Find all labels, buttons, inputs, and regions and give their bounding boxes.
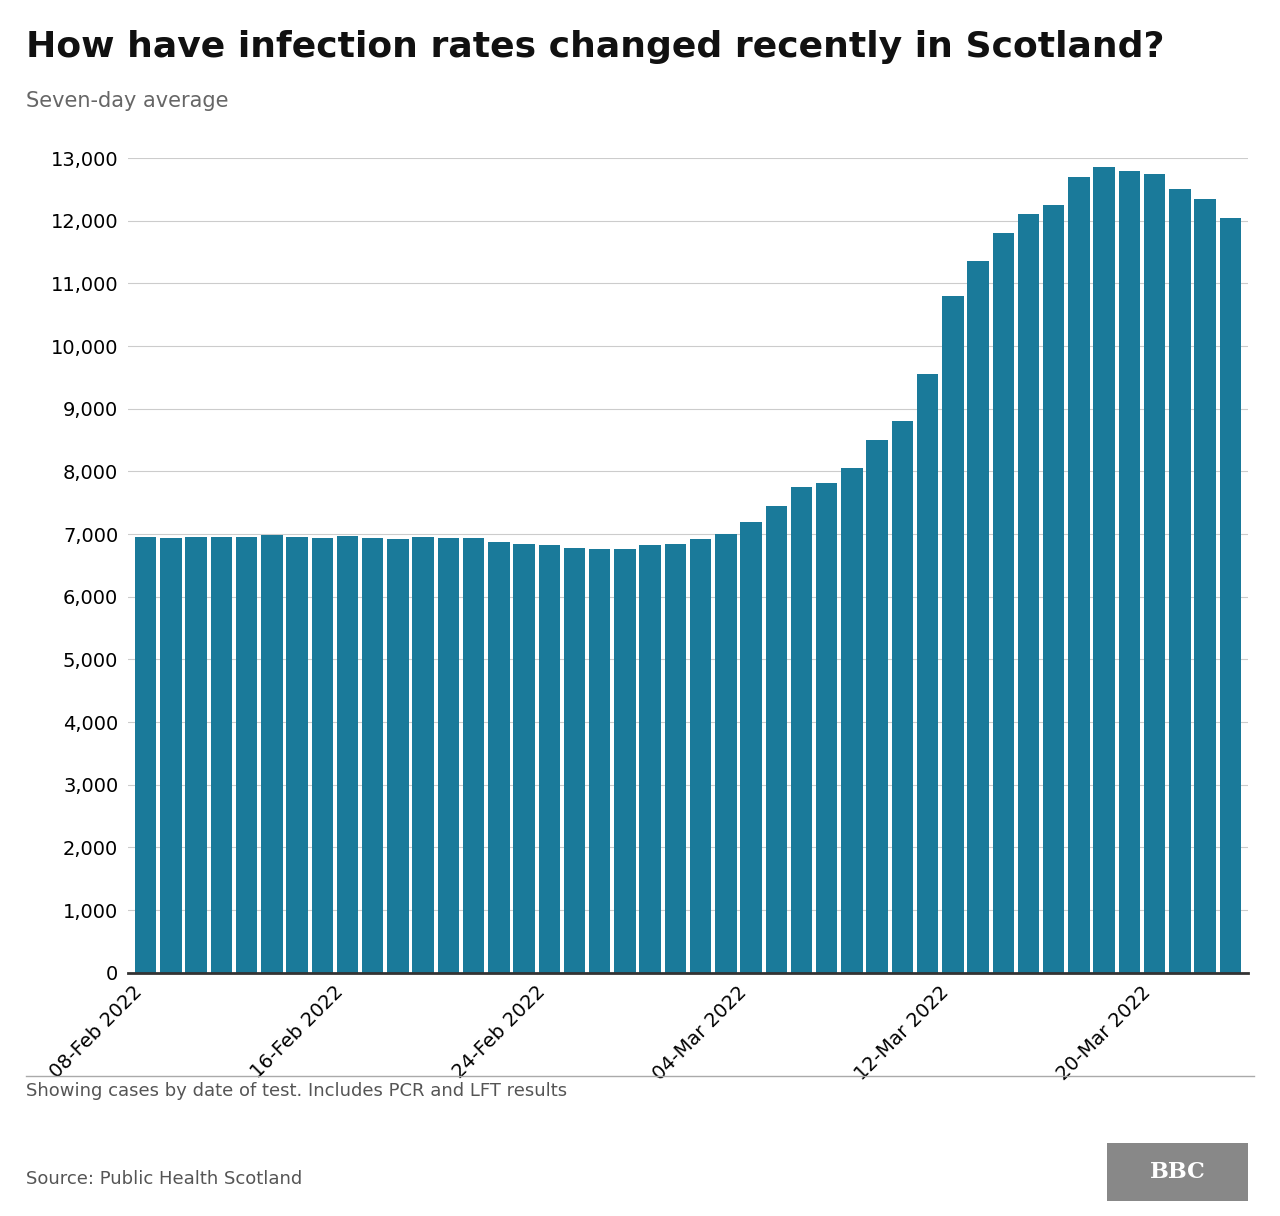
- Bar: [1119, 170, 1140, 973]
- Bar: [765, 506, 787, 973]
- Bar: [1220, 218, 1242, 973]
- Bar: [791, 488, 813, 973]
- Bar: [1144, 174, 1165, 973]
- Bar: [664, 544, 686, 973]
- Bar: [589, 550, 611, 973]
- Bar: [261, 535, 283, 973]
- Bar: [817, 483, 837, 973]
- Bar: [992, 233, 1014, 973]
- Text: How have infection rates changed recently in Scotland?: How have infection rates changed recentl…: [26, 30, 1164, 64]
- Bar: [337, 536, 358, 973]
- Bar: [841, 468, 863, 973]
- Bar: [311, 537, 333, 973]
- Bar: [640, 546, 660, 973]
- Bar: [539, 546, 559, 973]
- Bar: [916, 375, 938, 973]
- Bar: [438, 537, 460, 973]
- Bar: [362, 539, 384, 973]
- Bar: [968, 261, 989, 973]
- Bar: [488, 541, 509, 973]
- Text: Source: Public Health Scotland: Source: Public Health Scotland: [26, 1170, 302, 1188]
- Bar: [942, 295, 964, 973]
- Text: Showing cases by date of test. Includes PCR and LFT results: Showing cases by date of test. Includes …: [26, 1082, 567, 1100]
- Bar: [463, 539, 484, 973]
- Bar: [134, 537, 156, 973]
- Bar: [513, 544, 535, 973]
- Bar: [892, 421, 913, 973]
- Bar: [867, 440, 888, 973]
- Bar: [563, 548, 585, 973]
- Bar: [690, 539, 712, 973]
- Text: BBC: BBC: [1149, 1161, 1206, 1183]
- Bar: [236, 536, 257, 973]
- Bar: [160, 539, 182, 973]
- Bar: [211, 537, 232, 973]
- Bar: [1169, 190, 1190, 973]
- Bar: [1093, 168, 1115, 973]
- Bar: [1043, 206, 1065, 973]
- Bar: [186, 536, 207, 973]
- Bar: [412, 537, 434, 973]
- Bar: [287, 537, 307, 973]
- Bar: [1018, 214, 1039, 973]
- Bar: [387, 539, 408, 973]
- Bar: [716, 534, 736, 973]
- Bar: [614, 550, 636, 973]
- Bar: [1069, 176, 1089, 973]
- Bar: [740, 522, 762, 973]
- Text: Seven-day average: Seven-day average: [26, 91, 228, 111]
- Bar: [1194, 198, 1216, 973]
